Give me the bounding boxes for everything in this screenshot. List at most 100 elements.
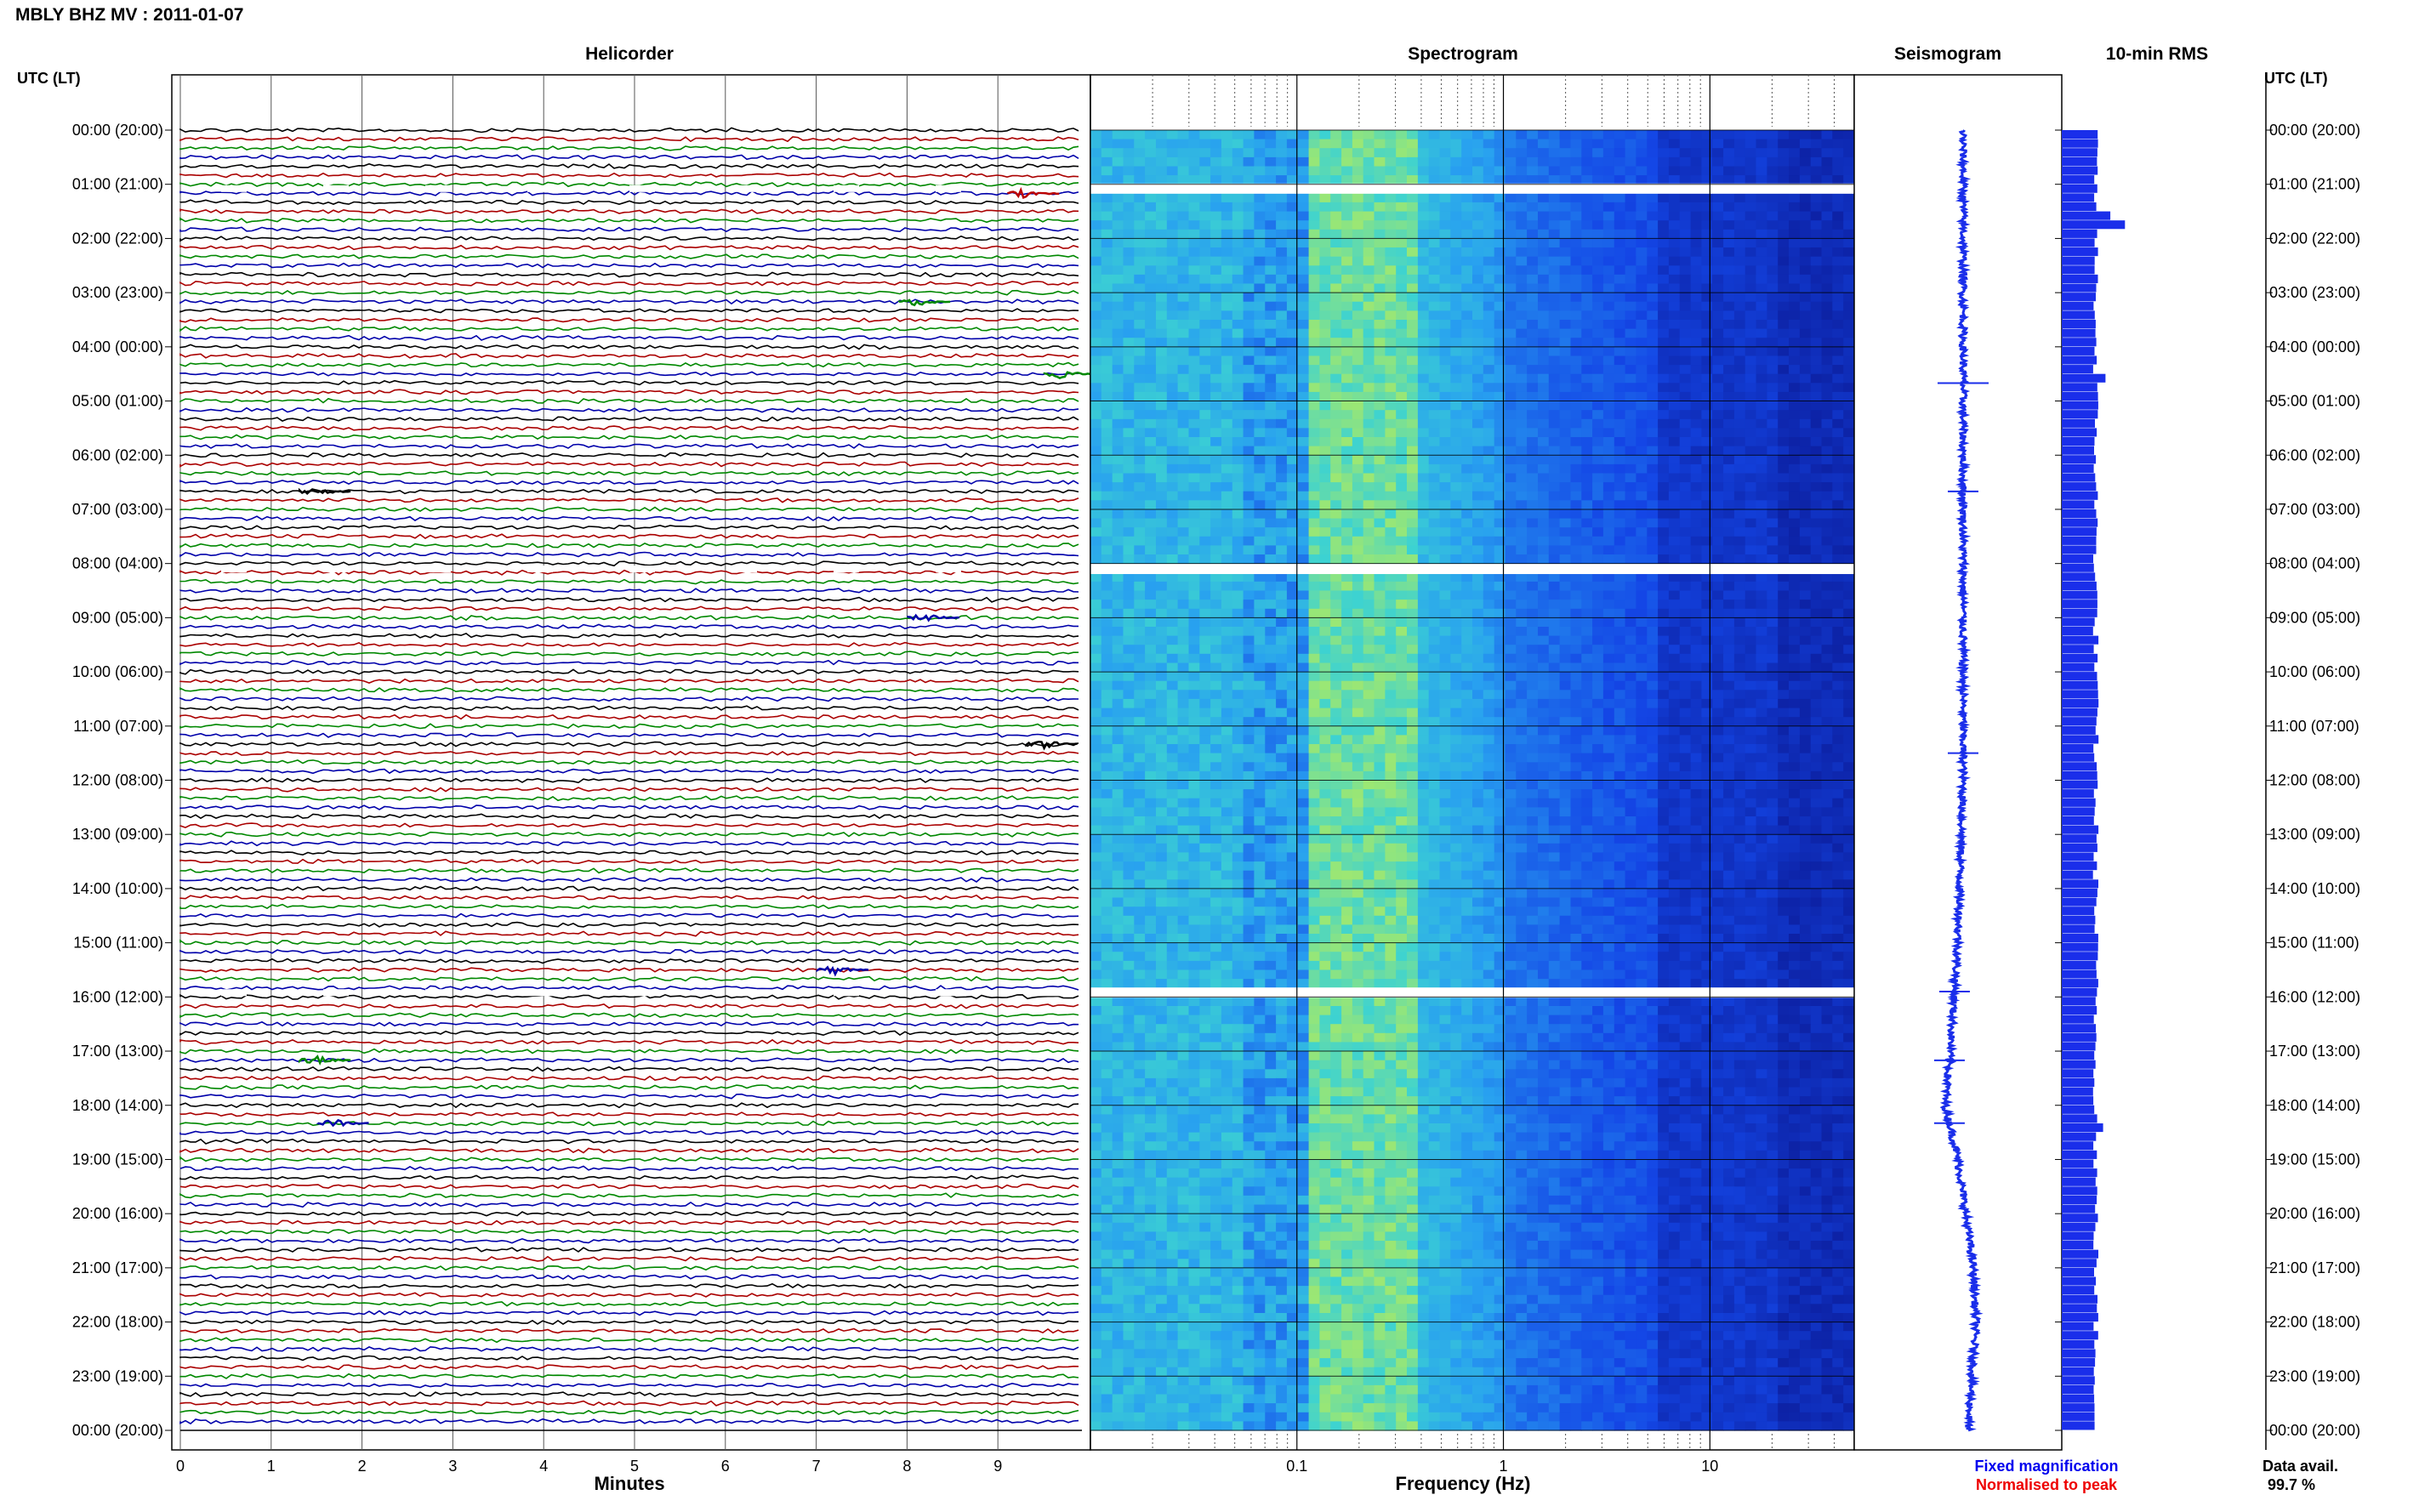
spectrogram-cell [1090, 148, 1102, 158]
spectrogram-cell [1385, 373, 1397, 384]
spectrogram-cell [1614, 446, 1626, 456]
spectrogram-cell [1614, 662, 1626, 673]
spectrogram-cell [1592, 229, 1604, 239]
spectrogram-cell [1374, 463, 1386, 475]
spectrogram-cell [1308, 482, 1320, 492]
spectrogram-cell [1156, 238, 1168, 248]
spectrogram-cell [1101, 320, 1113, 330]
spectrogram-cell [1330, 247, 1342, 258]
spectrogram-cell [1712, 500, 1724, 510]
spectrogram-cell [1712, 536, 1724, 546]
spectrogram-cell [1658, 500, 1670, 510]
spectrogram-cell [1221, 383, 1233, 393]
spectrogram-cell [1756, 346, 1767, 356]
spectrogram-cell [1101, 500, 1113, 510]
spectrogram-cell [1592, 536, 1604, 546]
spectrogram-cell [1112, 717, 1124, 727]
spectrogram-cell [1101, 698, 1113, 709]
spectrogram-cell [1701, 283, 1713, 293]
helicorder-gap [731, 989, 757, 997]
spectrogram-cell [1330, 482, 1342, 492]
spectrogram-cell [1341, 527, 1353, 537]
spectrogram-cell [1570, 193, 1582, 203]
spectrogram-cell [1156, 166, 1168, 176]
spectrogram-cell [1428, 391, 1441, 402]
spectrogram-cell [1570, 455, 1582, 465]
spectrogram-cell [1538, 455, 1550, 465]
spectrogram-cell [1614, 473, 1626, 483]
spectrogram-cell [1821, 446, 1833, 456]
spectrogram-cell [1559, 301, 1571, 311]
spectrogram-cell [1286, 717, 1299, 727]
spectrogram-cell [1286, 725, 1299, 736]
spectrogram-cell [1778, 491, 1790, 501]
spectrogram-cell [1352, 581, 1364, 592]
spectrogram-cell [1733, 437, 1746, 447]
spectrogram-cell [1789, 590, 1801, 600]
spectrogram-cell [1145, 744, 1157, 754]
spectrogram-cell [1145, 437, 1157, 447]
spectrogram-cell [1188, 256, 1200, 266]
spectrogram-cell [1243, 527, 1255, 537]
spectrogram-cell [1286, 166, 1299, 176]
spectrogram-cell [1647, 428, 1659, 438]
spectrogram-cell [1679, 373, 1692, 384]
spectrogram-cell [1712, 581, 1724, 592]
spectrogram-cell [1341, 698, 1353, 709]
spectrogram-cell [1396, 328, 1408, 338]
spectrogram-cell [1516, 166, 1528, 176]
spectrogram-cell [1177, 418, 1189, 429]
spectrogram-cell [1668, 662, 1681, 673]
spectrogram-cell [1221, 572, 1233, 583]
spectrogram-cell [1614, 590, 1626, 600]
spectrogram-cell [1363, 355, 1375, 366]
spectrogram-cell [1417, 554, 1430, 565]
spectrogram-cell [1265, 401, 1277, 411]
spectrogram-cell [1821, 238, 1833, 248]
spectrogram-cell [1374, 600, 1386, 610]
spectrogram-cell [1592, 355, 1604, 366]
spectrogram-cell [1286, 437, 1299, 447]
spectrogram-cell [1581, 265, 1593, 276]
spectrogram-cell [1799, 600, 1812, 610]
spectrogram-cell [1232, 708, 1244, 718]
spectrogram-cell [1799, 310, 1812, 321]
spectrogram-cell [1166, 410, 1179, 420]
spectrogram-cell [1712, 238, 1724, 248]
spectrogram-cell [1712, 401, 1724, 411]
spectrogram-cell [1538, 338, 1550, 348]
spectrogram-cell [1472, 635, 1484, 645]
spectrogram-cell [1134, 320, 1146, 330]
spectrogram-cell [1374, 617, 1386, 628]
spectrogram-cell [1668, 608, 1681, 618]
spectrogram-cell [1527, 690, 1539, 700]
spectrogram-cell [1177, 446, 1189, 456]
spectrogram-cell [1210, 418, 1222, 429]
spectrogram-cell [1505, 365, 1517, 375]
spectrogram-cell [1668, 283, 1681, 293]
helicorder-trace [179, 316, 1079, 323]
spectrogram-cell [1177, 265, 1189, 276]
spectrogram-cell [1363, 256, 1375, 266]
spectrogram-cell [1778, 328, 1790, 338]
spectrogram-cell [1723, 293, 1735, 303]
spectrogram-cell [1723, 139, 1735, 149]
spectrogram-cell [1221, 545, 1233, 555]
spectrogram-cell [1199, 482, 1211, 492]
spectrogram-cell [1145, 455, 1157, 465]
helicorder-gap [1038, 185, 1063, 192]
spectrogram-cell [1516, 301, 1528, 311]
spectrogram-cell [1286, 139, 1299, 149]
spectrogram-cell [1516, 536, 1528, 546]
helicorder-event [1006, 186, 1060, 200]
helicorder-trace [179, 578, 1079, 585]
spectrogram-cell [1286, 175, 1299, 185]
helicorder-trace [179, 262, 1079, 269]
spectrogram-cell [1625, 202, 1636, 213]
spectrogram-cell [1679, 211, 1692, 221]
spectrogram-cell [1592, 293, 1604, 303]
spectrogram-cell [1581, 410, 1593, 420]
spectrogram-cell [1745, 662, 1757, 673]
spectrogram-cell [1428, 482, 1441, 492]
spectrogram-cell [1789, 301, 1801, 311]
